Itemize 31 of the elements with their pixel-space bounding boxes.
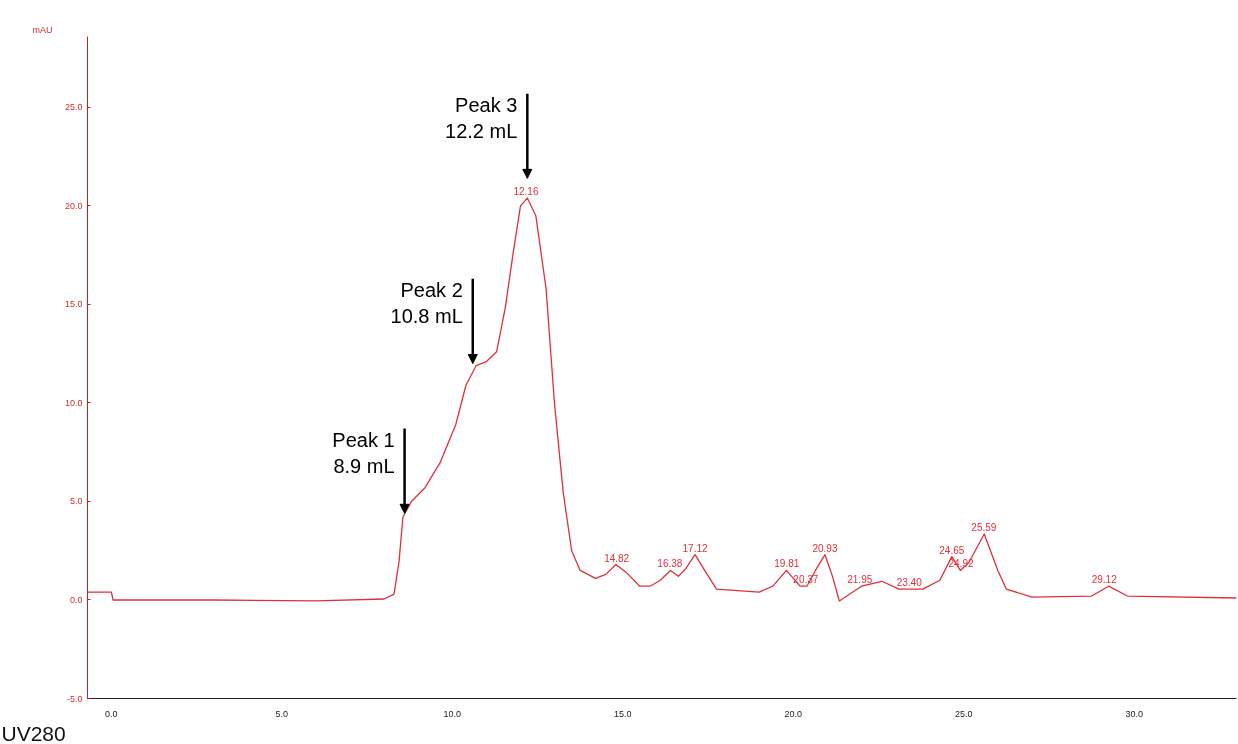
y-tick-label: 10.0: [64, 397, 83, 408]
annotation: Peak 1 8.9 mL: [332, 428, 395, 477]
annotation: 21.95: [847, 574, 873, 586]
annotation: 25.59: [971, 521, 997, 533]
y-tick-label: 5.0: [69, 496, 83, 507]
x-tick-label: 0.0: [105, 708, 118, 719]
x-tick-label: 10.0: [443, 708, 462, 719]
y-tick-label: -5.0: [66, 693, 83, 704]
annotation: 23.40: [896, 577, 923, 589]
annotation: 29.12: [1091, 574, 1118, 586]
x-tick-label: 25.0: [954, 708, 973, 719]
y-tick-label: 20.0: [64, 200, 83, 211]
annotation: 12.16: [513, 186, 539, 198]
text: UV280: [1, 721, 66, 744]
y-tick-label: 15.0: [64, 299, 83, 310]
line-series: [87, 197, 1237, 602]
annotation: 14.82: [604, 552, 630, 564]
y-tick-label: 25.0: [64, 102, 83, 113]
y-axis-title: mAU: [32, 24, 53, 35]
x-tick-label: 30.0: [1125, 708, 1143, 719]
y-tick-label: 0.0: [69, 594, 83, 605]
x-tick-label: 20.0: [784, 708, 803, 719]
x-tick-label: 15.0: [614, 708, 632, 719]
annotation: Peak 2 10.8 mL: [390, 278, 463, 328]
annotation: 20.93: [812, 542, 838, 554]
x-tick-label: 5.0: [275, 708, 289, 719]
annotation: 19.81: [774, 558, 800, 570]
annotation: 16.38: [657, 558, 683, 570]
annotation: 17.12: [682, 542, 709, 554]
annotation: Peak 3 12.2 mL: [445, 93, 518, 143]
annotation: 24.65: [939, 544, 965, 556]
